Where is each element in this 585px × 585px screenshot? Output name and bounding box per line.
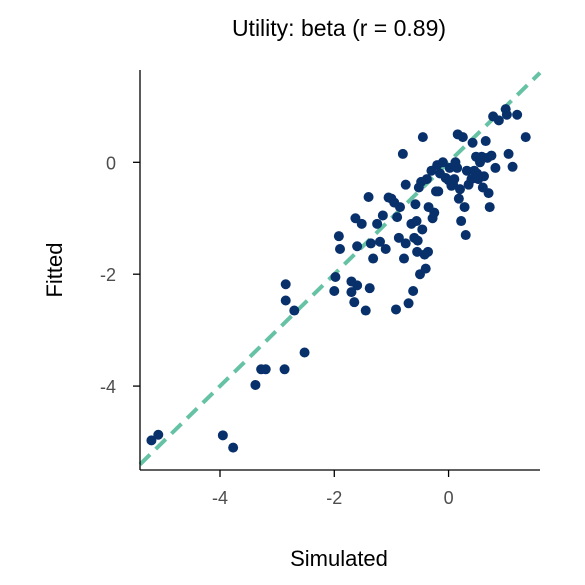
data-point (146, 435, 157, 446)
data-point (380, 244, 391, 255)
data-point (457, 132, 468, 143)
data-point (280, 279, 291, 290)
data-point (467, 137, 478, 148)
data-point (403, 298, 414, 309)
data-point (433, 186, 444, 197)
data-point (356, 218, 367, 229)
data-point (289, 305, 300, 316)
data-point (501, 109, 512, 120)
data-point (260, 364, 271, 375)
data-point (479, 171, 489, 182)
data-point (153, 429, 164, 440)
data-point (520, 132, 531, 143)
data-point (486, 150, 497, 161)
data-point (484, 202, 495, 213)
data-point (408, 285, 419, 296)
data-point (375, 236, 385, 247)
data-point (417, 224, 428, 235)
data-point (397, 148, 408, 159)
data-point (455, 184, 465, 195)
data-point (449, 174, 460, 185)
data-point (280, 295, 291, 306)
data-point (456, 216, 467, 227)
data-point (507, 161, 518, 172)
data-point (429, 207, 440, 218)
data-point (490, 162, 501, 173)
data-point (493, 115, 504, 126)
plot-area (138, 71, 542, 466)
data-point (460, 230, 471, 241)
data-point (461, 165, 472, 176)
y-tick-label: -4 (100, 377, 116, 397)
identity-line (138, 71, 542, 466)
x-axis-label: Simulated (290, 546, 388, 571)
data-point (420, 263, 431, 274)
data-point (417, 132, 428, 143)
x-tick-label: -4 (212, 488, 228, 508)
data-point (352, 241, 363, 252)
data-point (372, 218, 383, 229)
data-point (483, 188, 494, 199)
data-point (363, 191, 374, 202)
data-point (368, 253, 379, 264)
data-point (365, 238, 376, 249)
data-point (279, 364, 290, 375)
data-point (480, 136, 491, 147)
data-point (217, 430, 228, 441)
data-point (391, 304, 401, 315)
y-axis-label: Fitted (42, 242, 67, 297)
data-point (400, 238, 411, 249)
data-point (392, 212, 403, 223)
y-tick-label: 0 (106, 153, 116, 173)
data-point (333, 231, 344, 242)
data-point (349, 297, 360, 308)
data-point (352, 280, 363, 291)
x-tick-label: -2 (326, 488, 342, 508)
data-point (228, 442, 239, 453)
data-point (393, 232, 404, 243)
y-tick-label: -2 (100, 265, 116, 285)
axes: -4 -2 0 -4 -2 0 (100, 70, 540, 508)
data-point (421, 174, 432, 185)
data-point (411, 216, 422, 227)
data-point (503, 148, 514, 159)
data-point (423, 246, 433, 257)
data-point (299, 347, 310, 358)
data-point (335, 244, 345, 255)
data-point (330, 271, 341, 282)
data-point (512, 109, 523, 120)
chart-title: Utility: beta (r = 0.89) (232, 15, 446, 41)
data-point (360, 305, 371, 316)
data-point (346, 287, 357, 298)
data-point (459, 202, 470, 213)
data-point (364, 283, 375, 294)
data-point (377, 210, 388, 221)
data-point (250, 379, 261, 390)
data-point (410, 199, 421, 210)
data-point (395, 202, 405, 213)
data-point (453, 193, 464, 204)
data-point (400, 179, 411, 190)
data-point (452, 162, 463, 173)
data-point (329, 285, 340, 296)
x-tick-label: 0 (444, 488, 454, 508)
data-point (437, 157, 448, 168)
data-point (412, 235, 423, 246)
data-point (399, 253, 409, 264)
